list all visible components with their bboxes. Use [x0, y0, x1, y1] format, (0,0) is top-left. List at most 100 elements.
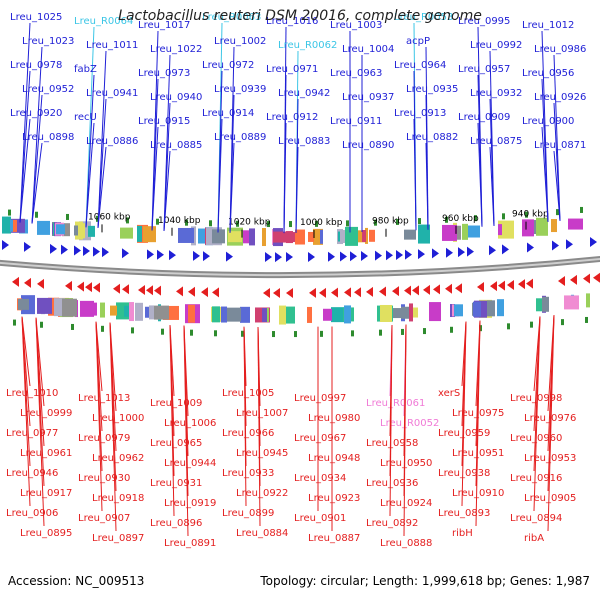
gene-label-top[interactable]: Lreu_1025 [10, 12, 62, 23]
gene-label-top[interactable]: Lreu_1003 [330, 20, 382, 31]
gene-label-bottom[interactable]: Lreu_0948 [308, 453, 360, 464]
gene-label-bottom[interactable]: Lreu_0901 [294, 513, 346, 524]
gene-label-top[interactable]: Lreu_0973 [138, 68, 190, 79]
gene-label-top[interactable]: Lreu_1023 [22, 36, 74, 47]
gene-label-top[interactable]: Lreu_0890 [342, 140, 394, 151]
gene-label-top[interactable]: Lreu_0941 [86, 88, 138, 99]
gene-label-top[interactable]: Lreu_0900 [522, 116, 574, 127]
gene-label-bottom[interactable]: Lreu_0977 [6, 428, 58, 439]
gene-label-top[interactable]: Lreu_0939 [214, 84, 266, 95]
gene-label-bottom[interactable]: Lreu_0951 [452, 448, 504, 459]
gene-label-bottom[interactable]: Lreu_0888 [380, 538, 432, 549]
gene-label-bottom[interactable]: Lreu_0910 [452, 488, 504, 499]
gene-label-bottom[interactable]: Lreu_0946 [6, 468, 58, 479]
gene-label-top[interactable]: Lreu_0886 [86, 136, 138, 147]
gene-label-top[interactable]: Lreu_0889 [214, 132, 266, 143]
gene-label-bottom[interactable]: Lreu_0893 [438, 508, 490, 519]
gene-label-top[interactable]: Lreu_0995 [458, 16, 510, 27]
gene-label-bottom[interactable]: Lreu_0897 [92, 533, 144, 544]
gene-label-top[interactable]: Lreu_R0062 [278, 40, 337, 51]
gene-label-top[interactable]: recU [74, 112, 97, 123]
gene-label-bottom[interactable]: Lreu_0895 [20, 528, 72, 539]
gene-label-top[interactable]: Lreu_0957 [458, 64, 510, 75]
gene-label-top[interactable]: Lreu_0909 [458, 112, 510, 123]
gene-label-bottom[interactable]: Lreu_0944 [164, 458, 216, 469]
gene-label-top[interactable]: Lreu_0911 [330, 116, 382, 127]
gene-label-top[interactable]: Lreu_1011 [86, 40, 138, 51]
gene-label-top[interactable]: Lreu_1017 [138, 20, 190, 31]
gene-label-bottom[interactable]: Lreu_0922 [236, 488, 288, 499]
gene-label-top[interactable]: Lreu_0971 [266, 64, 318, 75]
gene-label-top[interactable]: Lreu_0871 [534, 140, 586, 151]
gene-label-bottom[interactable]: Lreu_0950 [380, 458, 432, 469]
gene-label-bottom[interactable]: Lreu_0924 [380, 498, 432, 509]
gene-label-top[interactable]: Lreu_1002 [214, 36, 266, 47]
gene-label-bottom[interactable]: ribA [524, 533, 544, 544]
gene-label-top[interactable]: Lreu_0972 [202, 60, 254, 71]
gene-label-top[interactable]: Lreu_0920 [10, 108, 62, 119]
gene-label-top[interactable]: Lreu_0937 [342, 92, 394, 103]
gene-label-top[interactable]: Lreu_0926 [534, 92, 586, 103]
gene-label-bottom[interactable]: Lreu_1005 [222, 388, 274, 399]
gene-label-bottom[interactable]: Lreu_R0061 [366, 398, 425, 409]
gene-label-bottom[interactable]: Lreu_0887 [308, 533, 360, 544]
gene-label-top[interactable]: Lreu_0882 [406, 132, 458, 143]
gene-label-bottom[interactable]: Lreu_0884 [236, 528, 288, 539]
gene-label-top[interactable]: fabZ [74, 64, 97, 75]
gene-label-bottom[interactable]: Lreu_0919 [164, 498, 216, 509]
gene-label-bottom[interactable]: Lreu_0891 [164, 538, 216, 549]
gene-label-top[interactable]: Lreu_0978 [10, 60, 62, 71]
gene-label-bottom[interactable]: Lreu_0899 [222, 508, 274, 519]
gene-label-top[interactable]: Lreu_0898 [22, 132, 74, 143]
gene-label-bottom[interactable]: Lreu_0933 [222, 468, 274, 479]
gene-label-bottom[interactable]: Lreu_0999 [20, 408, 72, 419]
gene-label-bottom[interactable]: Lreu_1007 [236, 408, 288, 419]
gene-label-bottom[interactable]: Lreu_1013 [78, 393, 130, 404]
gene-label-bottom[interactable]: Lreu_R0052 [380, 418, 439, 429]
gene-label-bottom[interactable]: Lreu_0907 [78, 513, 130, 524]
gene-label-top[interactable]: Lreu_0915 [138, 116, 190, 127]
gene-label-top[interactable]: Lreu_0964 [394, 60, 446, 71]
gene-label-top[interactable]: Lreu_R0063 [202, 12, 261, 23]
gene-label-bottom[interactable]: Lreu_0936 [366, 478, 418, 489]
gene-label-bottom[interactable]: Lreu_0896 [150, 518, 202, 529]
gene-label-top[interactable]: Lreu_1016 [266, 16, 318, 27]
gene-label-bottom[interactable]: Lreu_0979 [78, 433, 130, 444]
gene-label-bottom[interactable]: Lreu_0931 [150, 478, 202, 489]
gene-label-bottom[interactable]: Lreu_0945 [236, 448, 288, 459]
gene-label-top[interactable]: Lreu_0885 [150, 140, 202, 151]
gene-label-top[interactable]: Lreu_R0053 [394, 12, 453, 23]
gene-label-bottom[interactable]: Lreu_0965 [150, 438, 202, 449]
gene-label-bottom[interactable]: Lreu_0967 [294, 433, 346, 444]
gene-label-top[interactable]: Lreu_0986 [534, 44, 586, 55]
gene-label-top[interactable]: Lreu_0992 [470, 40, 522, 51]
gene-label-top[interactable]: acpP [406, 36, 430, 47]
gene-label-top[interactable]: Lreu_0913 [394, 108, 446, 119]
gene-label-top[interactable]: Lreu_1004 [342, 44, 394, 55]
gene-label-bottom[interactable]: xerS [438, 388, 460, 399]
gene-label-bottom[interactable]: ribH [452, 528, 473, 539]
gene-label-top[interactable]: Lreu_0932 [470, 88, 522, 99]
gene-label-bottom[interactable]: Lreu_0934 [294, 473, 346, 484]
gene-label-bottom[interactable]: Lreu_0997 [294, 393, 346, 404]
gene-label-top[interactable]: Lreu_0875 [470, 136, 522, 147]
gene-label-top[interactable]: Lreu_0956 [522, 68, 574, 79]
gene-label-bottom[interactable]: Lreu_0930 [78, 473, 130, 484]
gene-label-bottom[interactable]: Lreu_1009 [150, 398, 202, 409]
gene-label-top[interactable]: Lreu_0935 [406, 84, 458, 95]
gene-label-bottom[interactable]: Lreu_0962 [92, 453, 144, 464]
gene-label-bottom[interactable]: Lreu_0923 [308, 493, 360, 504]
gene-label-bottom[interactable]: Lreu_0966 [222, 428, 274, 439]
gene-label-top[interactable]: Lreu_0952 [22, 84, 74, 95]
gene-label-top[interactable]: Lreu_1022 [150, 44, 202, 55]
gene-label-bottom[interactable]: Lreu_0894 [510, 513, 562, 524]
gene-label-top[interactable]: Lreu_0942 [278, 88, 330, 99]
gene-label-bottom[interactable]: Lreu_0892 [366, 518, 418, 529]
gene-label-top[interactable]: Lreu_0963 [330, 68, 382, 79]
gene-label-top[interactable]: Lreu_0912 [266, 112, 318, 123]
gene-label-top[interactable]: Lreu_1012 [522, 20, 574, 31]
gene-label-bottom[interactable]: Lreu_1010 [6, 388, 58, 399]
gene-label-top[interactable]: Lreu_0914 [202, 108, 254, 119]
gene-label-bottom[interactable]: Lreu_0938 [438, 468, 490, 479]
gene-label-bottom[interactable]: Lreu_0958 [366, 438, 418, 449]
